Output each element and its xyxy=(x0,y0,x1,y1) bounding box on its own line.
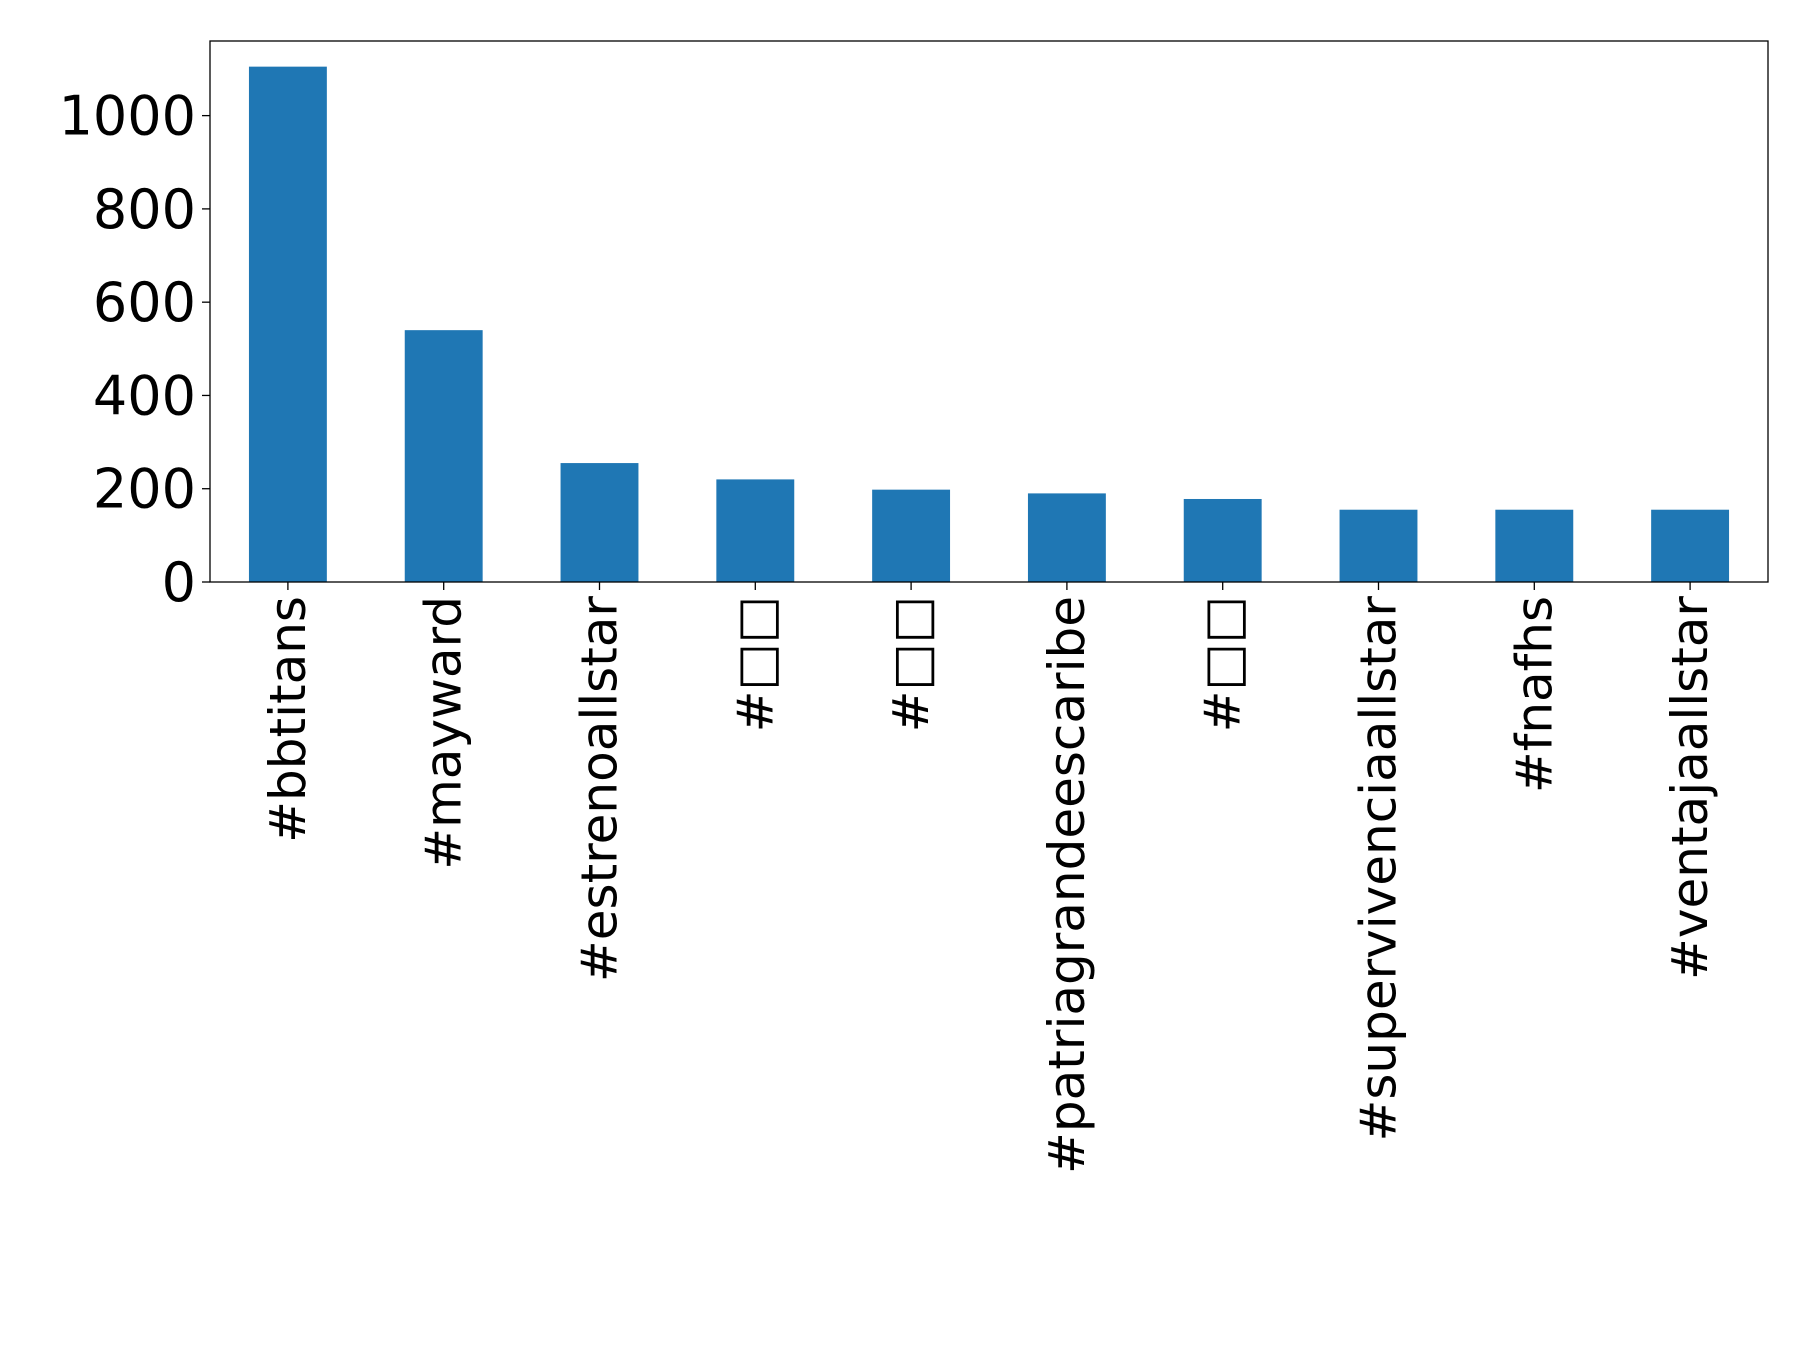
x-tick-label: #□□ xyxy=(726,596,784,732)
y-tick-label: 0 xyxy=(162,551,196,614)
x-tick-label: #fnafhs xyxy=(1505,596,1563,793)
x-tick-label: #ventajaallstar xyxy=(1661,596,1719,980)
bar xyxy=(1027,493,1106,582)
x-tick-label: #patriagrandeescaribe xyxy=(1038,596,1096,1174)
y-tick-label: 600 xyxy=(93,271,196,334)
bar xyxy=(1495,509,1574,582)
bar xyxy=(716,479,795,582)
y-tick-label: 400 xyxy=(93,364,196,427)
bar xyxy=(1651,509,1730,582)
x-axis: #bbtitans #mayward #estrenoallstar #□□ #□□ #p… xyxy=(259,582,1719,1174)
bar xyxy=(560,463,639,582)
y-axis: 0 200 400 600 800 1000 xyxy=(59,85,210,614)
bar xyxy=(872,489,951,582)
x-tick-label: #□□ xyxy=(882,596,940,732)
plot-frame xyxy=(209,40,1769,583)
y-tick-label: 200 xyxy=(93,458,196,521)
x-tick-label: #bbtitans xyxy=(259,596,317,843)
bar xyxy=(1183,498,1262,582)
x-tick-label: #estrenoallstar xyxy=(571,596,629,983)
x-tick-label: #supervivenciaallstar xyxy=(1350,596,1408,1142)
x-tick-label: #□□ xyxy=(1194,596,1252,732)
y-tick-label: 800 xyxy=(93,178,196,241)
bar xyxy=(248,66,327,582)
y-tick-label: 1000 xyxy=(59,85,196,148)
bar xyxy=(1339,509,1418,582)
bar xyxy=(404,330,483,582)
bars-layer xyxy=(248,66,1730,582)
x-tick-label: #mayward xyxy=(415,596,473,870)
